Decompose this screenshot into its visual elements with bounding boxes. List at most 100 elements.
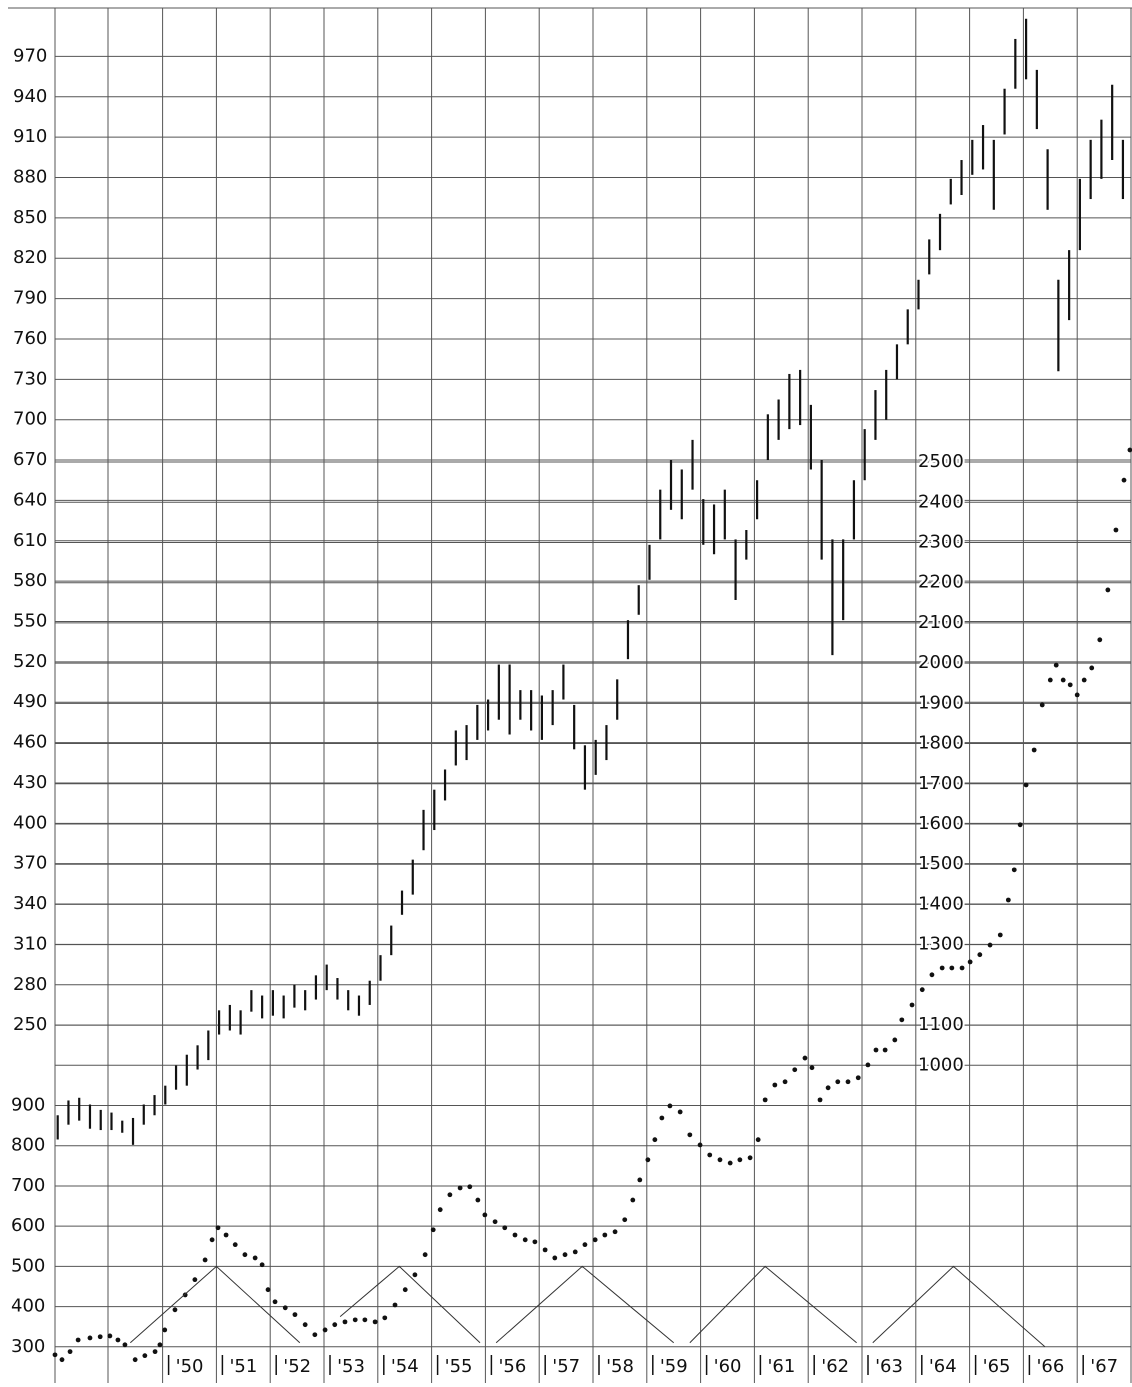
y-tick-label: 370 — [13, 853, 47, 874]
dot — [1039, 702, 1045, 708]
dot — [909, 1002, 915, 1008]
x-tick-label: '65 — [983, 1356, 1011, 1377]
dot — [259, 1262, 265, 1268]
y-tick-label: 280 — [13, 974, 47, 995]
dot — [1067, 682, 1073, 688]
dot — [152, 1349, 158, 1355]
dot — [1047, 677, 1053, 683]
y-tick-label: 700 — [13, 409, 47, 430]
dot — [475, 1197, 481, 1203]
x-tick-label: '62 — [821, 1356, 849, 1377]
dot — [482, 1212, 488, 1218]
dot — [865, 1062, 871, 1068]
dot — [512, 1232, 518, 1238]
dot — [792, 1067, 798, 1073]
dot — [209, 1237, 215, 1243]
dot — [265, 1287, 271, 1293]
dot — [242, 1252, 248, 1258]
dot — [67, 1349, 73, 1355]
y-tick-label: 610 — [13, 530, 47, 551]
x-tick-label: '51 — [229, 1356, 257, 1377]
dot — [747, 1155, 753, 1161]
dot — [572, 1249, 578, 1255]
dot — [59, 1357, 65, 1363]
x-tick-label: '59 — [660, 1356, 688, 1377]
dot — [115, 1337, 121, 1343]
dot — [223, 1232, 229, 1238]
dot — [949, 965, 955, 971]
dot — [522, 1237, 528, 1243]
dot — [727, 1160, 733, 1166]
dot — [612, 1229, 618, 1235]
dot — [52, 1352, 58, 1358]
dot — [292, 1312, 298, 1318]
dot — [192, 1277, 198, 1283]
dot — [667, 1103, 673, 1109]
dot — [882, 1047, 888, 1053]
y-tick-label: 520 — [13, 651, 47, 672]
dot — [997, 932, 1003, 938]
dot — [582, 1242, 588, 1248]
x-tick-label: '50 — [176, 1356, 204, 1377]
dot — [707, 1152, 713, 1158]
dot — [755, 1137, 761, 1143]
dot — [75, 1337, 81, 1343]
dot — [1005, 897, 1011, 903]
dot — [562, 1252, 568, 1258]
x-tick-label: '56 — [498, 1356, 526, 1377]
dot — [1113, 527, 1119, 533]
dot — [1074, 692, 1080, 698]
y2-tick-label: 2300 — [918, 531, 964, 552]
y2-tick-label-left: 700 — [11, 1175, 45, 1196]
dot — [107, 1333, 113, 1339]
dot — [659, 1115, 665, 1121]
x-tick-label: '57 — [552, 1356, 580, 1377]
y-tick-label: 460 — [13, 732, 47, 753]
dot — [252, 1255, 258, 1261]
y-tick-label: 670 — [13, 449, 47, 470]
dot — [552, 1255, 558, 1261]
y2-tick-label: 1300 — [918, 934, 964, 955]
y-tick-label: 910 — [13, 126, 47, 147]
dot — [282, 1305, 288, 1311]
y-tick-label: 880 — [13, 167, 47, 188]
dot — [677, 1109, 683, 1115]
y2-tick-label: 1400 — [918, 893, 964, 914]
y2-tick-label: 1500 — [918, 853, 964, 874]
dot — [142, 1353, 148, 1359]
dot — [202, 1257, 208, 1263]
y-tick-label: 340 — [13, 893, 47, 914]
y2-tick-label-left: 500 — [11, 1255, 45, 1276]
y-tick-label: 760 — [13, 328, 47, 349]
dot — [372, 1319, 378, 1325]
dot — [430, 1227, 436, 1233]
y2-tick-label: 1000 — [918, 1054, 964, 1075]
dot — [892, 1037, 898, 1043]
dot — [157, 1342, 163, 1348]
dot — [87, 1335, 93, 1341]
dot — [592, 1237, 598, 1243]
cycle-line — [129, 1265, 1046, 1348]
dot — [412, 1272, 418, 1278]
y2-tick-label: 1700 — [918, 773, 964, 794]
x-tick-label: '64 — [929, 1356, 957, 1377]
dot — [422, 1252, 428, 1258]
dot — [809, 1065, 815, 1071]
dot — [782, 1079, 788, 1085]
dot — [532, 1239, 538, 1245]
dot — [352, 1317, 358, 1323]
dot — [717, 1157, 723, 1163]
dot — [342, 1319, 348, 1325]
x-tick-label: '53 — [337, 1356, 365, 1377]
dot — [492, 1219, 498, 1225]
y2-tick-label: 2200 — [918, 572, 964, 593]
y-tick-label: 580 — [13, 570, 47, 591]
y-tick-label: 400 — [13, 812, 47, 833]
x-tick-label: '63 — [875, 1356, 903, 1377]
dot — [97, 1334, 103, 1340]
dot — [312, 1332, 318, 1338]
dot — [772, 1082, 778, 1088]
